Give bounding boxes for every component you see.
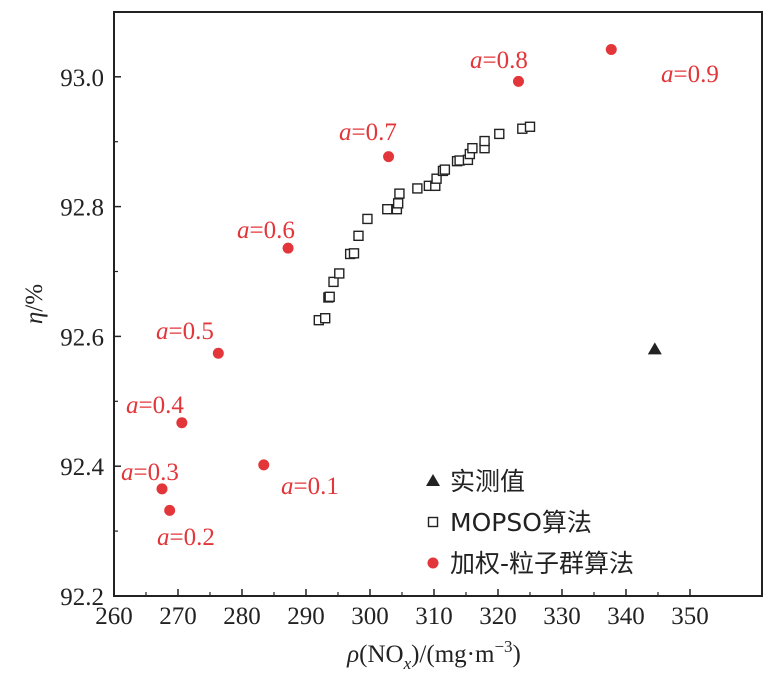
legend-marker-triangle — [426, 474, 440, 486]
x-tick-label: 320 — [479, 603, 517, 630]
square-point — [392, 198, 404, 209]
square-point — [394, 188, 405, 199]
x-tick-label: 340 — [607, 603, 645, 630]
square-point — [479, 135, 490, 147]
x-tick-label: 280 — [223, 603, 261, 630]
point-annotation: a=0.8 — [470, 47, 528, 74]
point-annotation: a=0.4 — [126, 392, 184, 419]
circle-point — [212, 347, 224, 359]
square-point — [328, 276, 339, 288]
point-annotations: a=0.1 a=0.2 a=0.3 a=0.4 a=0.5 a=0.6 a=0.7 a=0.8… — [121, 47, 719, 551]
circle-point — [164, 504, 176, 516]
x-tick-label: 310 — [415, 603, 453, 630]
data-marks — [156, 44, 662, 516]
point-annotation: a=0.1 — [281, 473, 339, 500]
y-axis-title: η/% — [21, 284, 48, 324]
point-annotation: a=0.9 — [661, 61, 719, 88]
point-annotation: a=0.3 — [121, 459, 179, 486]
circle-point — [156, 483, 168, 495]
point-annotation: a=0.6 — [237, 217, 295, 244]
legend-label: 加权-粒子群算法 — [450, 549, 634, 578]
circle-point — [512, 75, 524, 87]
square-point — [439, 164, 451, 175]
x-axis-title: ρ(NOx)/(mg·m−3) — [346, 637, 521, 673]
square-point — [334, 268, 345, 279]
circle-point — [383, 151, 395, 163]
legend-marker-square — [427, 516, 439, 528]
square-point — [362, 213, 373, 225]
circle-point — [282, 242, 294, 254]
y-tick-label: 92.2 — [60, 584, 104, 611]
series-0 — [647, 342, 662, 355]
x-tick-label: 260 — [95, 603, 133, 630]
legend-label: 实测值 — [450, 467, 525, 496]
point-annotation: a=0.5 — [156, 318, 214, 345]
x-tick-label: 350 — [671, 603, 709, 630]
plot-frame — [113, 11, 763, 597]
x-tick-label: 300 — [351, 603, 389, 630]
tick-marks — [113, 11, 691, 597]
square-point — [412, 183, 423, 194]
legend-marker-circle — [427, 557, 439, 569]
square-point — [348, 248, 360, 259]
square-point — [320, 313, 331, 324]
square-point — [467, 142, 478, 154]
legend-label: MOPSO算法 — [450, 508, 592, 537]
y-tick-label: 93.0 — [60, 65, 104, 92]
y-tick-label: 92.6 — [60, 324, 104, 351]
square-point — [494, 128, 505, 140]
y-tick-label: 92.4 — [60, 454, 104, 481]
square-point — [524, 121, 536, 132]
series-2 — [156, 44, 617, 516]
circle-point — [176, 417, 188, 429]
series-1 — [313, 121, 536, 326]
square-point — [431, 173, 442, 184]
x-tick-label: 270 — [159, 603, 197, 630]
tick-labels: 260 270 280 290 300 310 320 330 340 350 92.2 92.4 92… — [60, 65, 709, 630]
square-point — [382, 203, 393, 215]
square-point — [324, 291, 335, 303]
circle-point — [258, 459, 270, 471]
triangle-point — [647, 342, 662, 355]
circle-point — [605, 44, 617, 56]
square-point — [353, 230, 364, 242]
y-tick-label: 92.8 — [60, 195, 104, 222]
point-annotation: a=0.2 — [157, 524, 215, 551]
x-tick-label: 290 — [287, 603, 325, 630]
point-annotation: a=0.7 — [339, 119, 397, 146]
x-tick-label: 330 — [543, 603, 581, 630]
